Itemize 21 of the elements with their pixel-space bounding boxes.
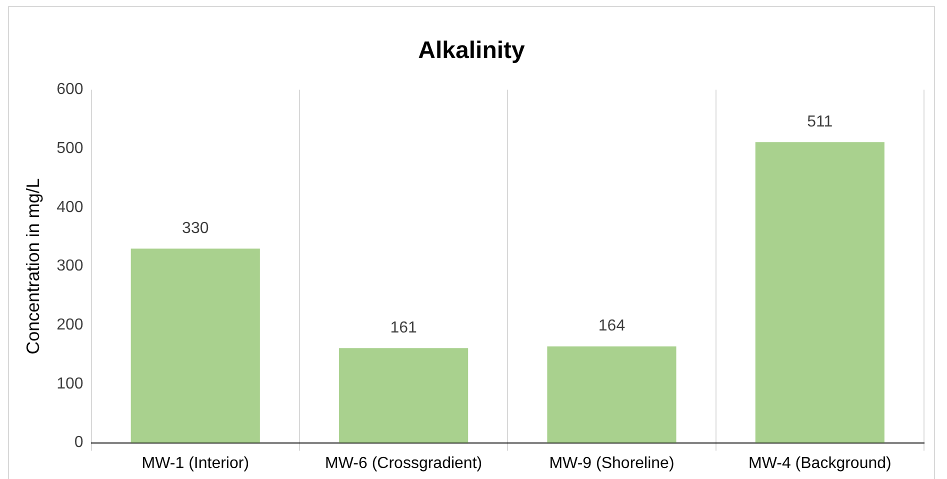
x-tick-label: MW-6 (Crossgradient) (325, 454, 482, 472)
y-tick-label: 500 (56, 140, 84, 158)
y-tick-label: 400 (56, 198, 84, 216)
x-tick-label: MW-1 (Interior) (142, 454, 250, 472)
data-label: 161 (390, 319, 418, 336)
y-tick-label: 300 (56, 258, 84, 275)
bar (547, 346, 676, 443)
x-tick-label: MW-9 (Shoreline) (549, 454, 674, 472)
x-tick-label: MW-4 (Background) (748, 454, 892, 472)
data-label: 511 (807, 114, 833, 131)
y-tick-label: 600 (56, 81, 84, 98)
y-axis-title: Concentration in mg/L (22, 178, 43, 354)
bar (755, 142, 884, 443)
y-tick-label: 100 (56, 375, 84, 392)
y-tick-label: 200 (56, 316, 84, 334)
data-label: 330 (182, 220, 209, 238)
chart-title: Alkalinity (418, 37, 526, 64)
data-label: 164 (598, 318, 626, 335)
bar (339, 348, 468, 443)
y-tick-label: 0 (74, 434, 84, 452)
bar (130, 248, 260, 443)
